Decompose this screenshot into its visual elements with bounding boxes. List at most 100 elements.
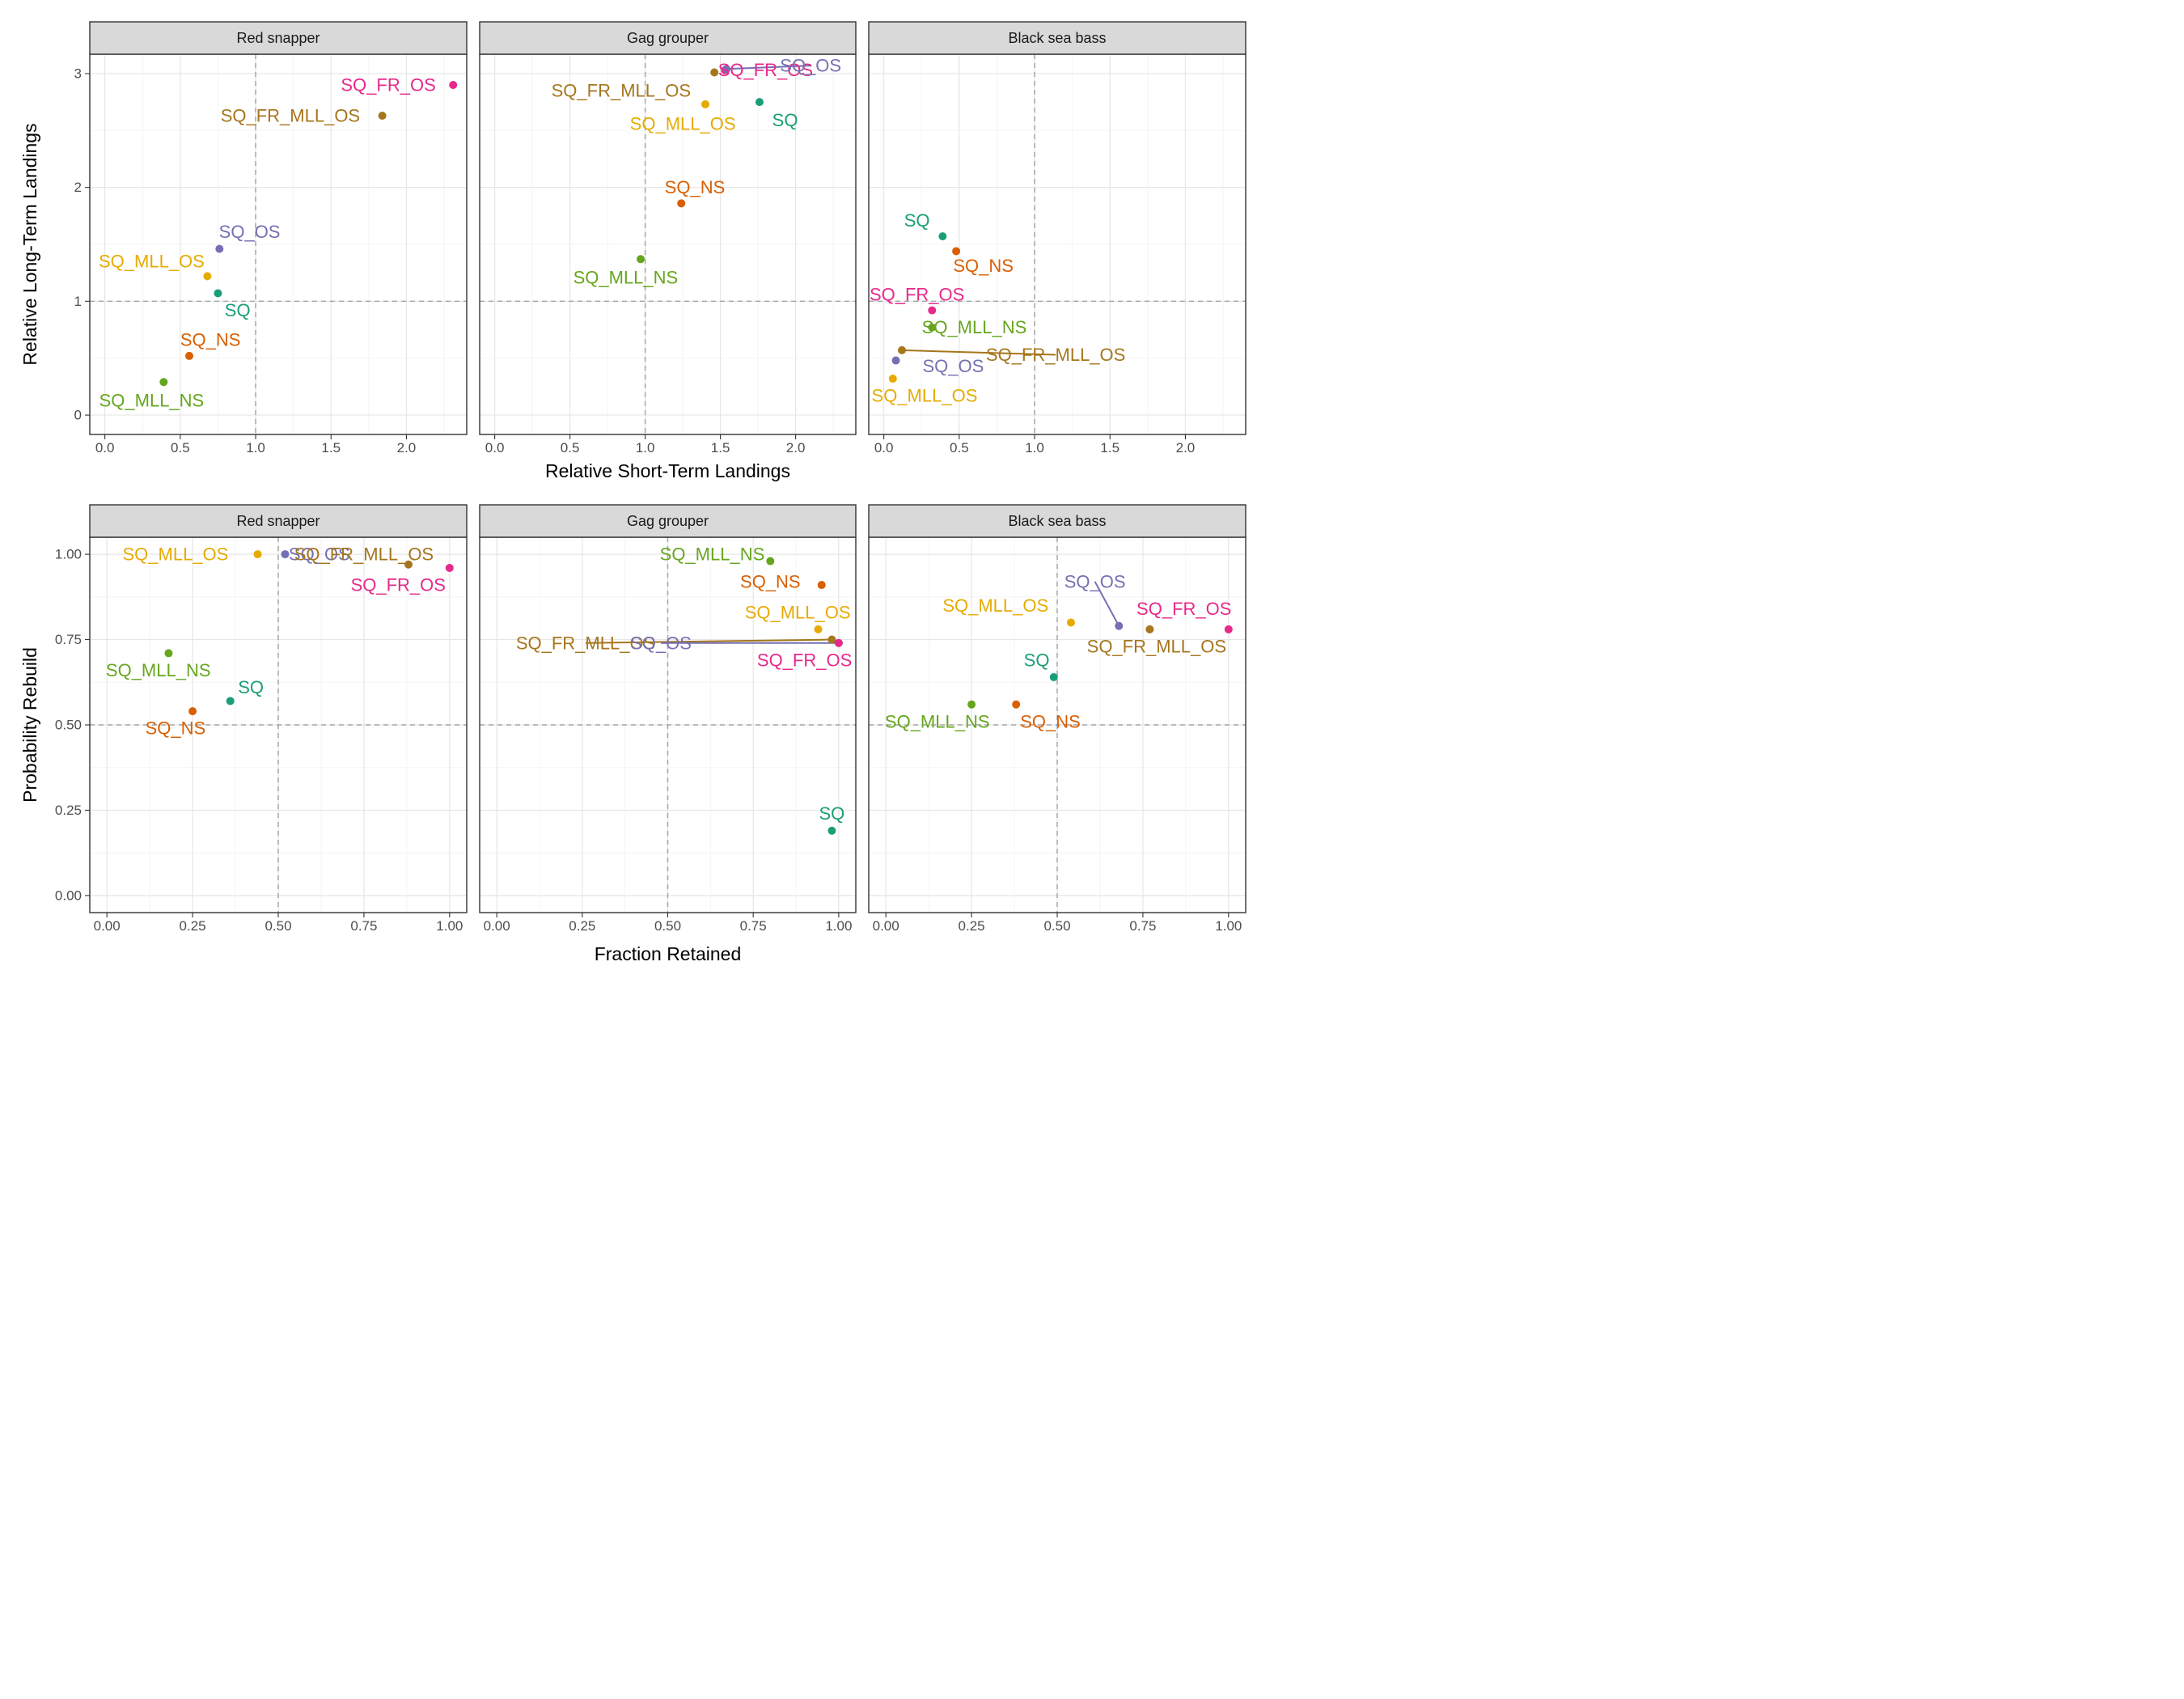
point-sq_mll_os — [1066, 618, 1075, 627]
point-label-sq_mll_os: SQ_MLL_OS — [942, 595, 1048, 616]
facet-strip — [89, 504, 468, 538]
point-label-sq_ns: SQ_NS — [953, 256, 1014, 276]
facet-strip — [479, 21, 857, 55]
point-label-sq_ns: SQ_NS — [180, 330, 241, 350]
point-sq_fr_os — [445, 563, 454, 572]
x-tick-label: 0.25 — [959, 918, 985, 934]
point-sq_os — [215, 244, 224, 253]
point-sq_fr_mll_os — [710, 68, 719, 77]
x-tick-label: 0.50 — [1043, 918, 1070, 934]
point-label-sq_fr_mll_os: SQ_FR_MLL_OS — [221, 105, 360, 125]
facet-strip-label: Black sea bass — [1008, 513, 1106, 529]
point-sq_fr_mll_os — [827, 635, 836, 644]
leader-line-sq_os — [726, 65, 811, 70]
x-tick-label: 0.0 — [485, 440, 505, 455]
point-label-sq_ns: SQ_NS — [665, 177, 726, 197]
point-label-sq_os: SQ_OS — [1064, 571, 1126, 591]
point-sq_os — [891, 356, 900, 365]
point-label-sq: SQ — [772, 110, 798, 130]
point-sq_fr_os — [449, 80, 458, 89]
point-label-sq_fr_os: SQ_FR_OS — [718, 60, 813, 80]
x-tick-label: 0.5 — [561, 440, 580, 455]
x-tick-label: 0.0 — [95, 440, 115, 455]
point-label-sq_mll_os: SQ_MLL_OS — [872, 386, 978, 406]
facet-strip-label: Red snapper — [236, 513, 320, 529]
facet-top-3: SQ SQ_NS SQ_FR_OS SQ_MLL_NS SQ_FR_MLL_OSSQ_O… — [868, 21, 1246, 455]
point-label-sq_mll_ns: SQ_MLL_NS — [99, 390, 205, 410]
point-label-sq_fr_mll_os: SQ_FR_MLL_OS — [552, 81, 691, 101]
x-tick-label: 1.0 — [1025, 440, 1044, 455]
y-tick-label: 0 — [74, 408, 82, 423]
point-label-sq_mll_os: SQ_MLL_OS — [99, 252, 205, 272]
point-sq_fr_os — [1224, 625, 1233, 633]
facet-bottom-2: SQ_MLL_NS SQ_NS SQ_MLL_OS SQ_FR_MLL_OSSQ_OS… — [479, 504, 857, 934]
point-sq_mll_os — [253, 550, 262, 559]
leader-line-sq_os — [1094, 581, 1120, 627]
x-tick-label: 1.5 — [321, 440, 341, 455]
x-tick-label: 0.5 — [171, 440, 190, 455]
panel-row-top: SQ_FR_OS SQ_FR_MLL_OS SQ_OS SQ_MLL_OS SQ SQ_N… — [19, 21, 1246, 481]
point-sq_os — [1115, 621, 1124, 630]
point-label-sq_os: SQ_OS — [780, 56, 841, 76]
point-sq_fr_os — [834, 638, 843, 647]
panel-row-bottom: SQ_MLL_OS SQ_OS SQ_FR_MLL_OS SQ_FR_OS SQ_MLL… — [19, 504, 1246, 964]
facet-strip — [868, 21, 1246, 55]
point-sq_mll_os — [814, 625, 823, 633]
y-tick-label: 0.25 — [55, 803, 82, 818]
point-sq — [938, 232, 947, 241]
point-sq_fr_mll_os — [1145, 625, 1154, 633]
point-sq_ns — [188, 707, 197, 716]
point-label-sq_ns: SQ_NS — [740, 571, 801, 591]
leader-line-sq_fr_mll_os — [901, 349, 1056, 356]
point-label-sq_fr_os: SQ_FR_OS — [870, 284, 964, 304]
point-label-sq_mll_os: SQ_MLL_OS — [630, 113, 736, 133]
x-tick-label: 0.50 — [265, 918, 291, 934]
point-sq — [827, 826, 836, 835]
y-axis-title: Probability Rebuild — [19, 647, 40, 803]
x-tick-label: 1.5 — [711, 440, 730, 455]
point-sq_mll_ns — [928, 323, 937, 332]
point-sq — [755, 98, 764, 107]
point-label-sq_mll_ns: SQ_MLL_NS — [885, 711, 990, 731]
faceted-scatter-figure: SQ_FR_OS SQ_FR_MLL_OS SQ_OS SQ_MLL_OS SQ SQ_N… — [19, 21, 1246, 964]
x-tick-label: 0.25 — [569, 918, 595, 934]
facet-bottom-3: SQ_OS SQ_FR_OS SQ_FR_MLL_OS SQ_MLL_OS SQ SQ_M… — [868, 504, 1246, 934]
point-label-sq: SQ — [1024, 650, 1050, 670]
point-sq_ns — [1012, 700, 1021, 709]
point-label-sq: SQ — [225, 300, 251, 320]
point-label-sq_fr_os: SQ_FR_OS — [1136, 599, 1231, 619]
y-tick-label: 0.50 — [55, 718, 82, 733]
y-tick-label: 3 — [74, 66, 82, 81]
x-tick-label: 0.75 — [740, 918, 767, 934]
point-label-sq_ns: SQ_NS — [146, 718, 206, 739]
x-tick-label: 2.0 — [1176, 440, 1196, 455]
x-tick-label: 0.00 — [94, 918, 121, 934]
x-axis-title: Fraction Retained — [595, 943, 742, 964]
point-label-sq_mll_ns: SQ_MLL_NS — [574, 267, 679, 287]
point-sq_mll_ns — [637, 255, 645, 264]
point-label-sq_os: SQ_OS — [630, 633, 692, 653]
point-label-sq: SQ — [904, 210, 930, 231]
x-axis-title: Relative Short-Term Landings — [545, 460, 790, 481]
x-tick-label: 0.75 — [350, 918, 377, 934]
point-sq_os — [281, 550, 290, 559]
facet-top-1: SQ_FR_OS SQ_FR_MLL_OS SQ_OS SQ_MLL_OS SQ SQ_N… — [74, 21, 468, 455]
x-tick-label: 0.00 — [873, 918, 899, 934]
point-sq_ns — [817, 581, 826, 590]
point-sq_mll_os — [203, 272, 212, 281]
point-sq_mll_os — [888, 375, 897, 383]
point-label-sq_os: SQ_OS — [219, 222, 281, 242]
y-axis-title: Relative Long-Term Landings — [19, 123, 40, 365]
y-tick-label: 1 — [74, 294, 82, 309]
x-tick-label: 0.25 — [180, 918, 206, 934]
point-label-sq_mll_os: SQ_MLL_OS — [745, 602, 851, 622]
point-sq_mll_ns — [164, 649, 173, 658]
x-tick-label: 1.0 — [246, 440, 265, 455]
point-label-sq_fr_os: SQ_FR_OS — [757, 650, 852, 670]
point-label-sq_fr_mll_os: SQ_FR_MLL_OS — [1087, 636, 1226, 656]
x-tick-label: 1.00 — [436, 918, 463, 934]
facet-strip — [868, 504, 1246, 538]
point-label-sq_ns: SQ_NS — [1020, 711, 1081, 731]
